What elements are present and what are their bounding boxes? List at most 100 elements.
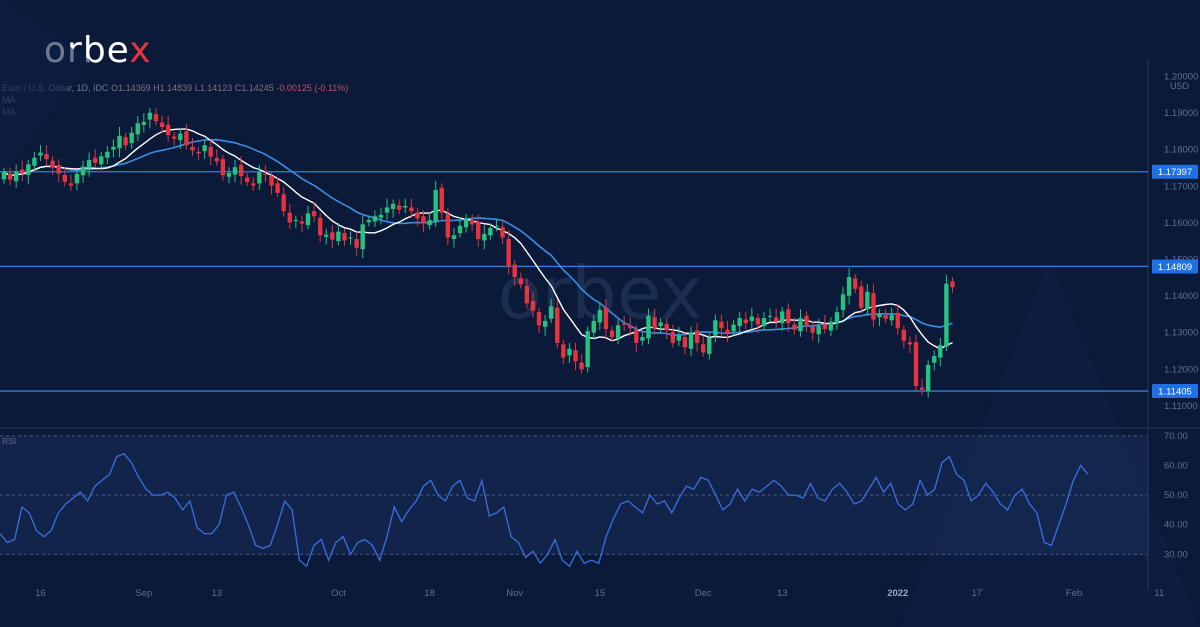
candle-body (932, 356, 937, 363)
price-tick-label: 1.19000 (1164, 108, 1198, 119)
candle-body (214, 158, 219, 162)
candle-body (141, 121, 147, 125)
x-tick-label: 2022 (887, 588, 908, 599)
candle-body (859, 286, 864, 308)
candle-body (178, 133, 183, 141)
candle-body (907, 342, 913, 345)
rsi-label: RSI (2, 436, 16, 446)
candle-body (159, 122, 165, 127)
legend-close-label: C (234, 83, 242, 93)
candle-body (439, 187, 444, 213)
candle-body (397, 205, 402, 210)
candle-body (737, 318, 742, 327)
candle-body (311, 211, 317, 217)
candle-body (86, 159, 92, 168)
legend-open-label: O (111, 83, 119, 93)
candle-body (938, 345, 943, 358)
candle-body (816, 326, 821, 335)
candle-body (713, 320, 718, 336)
candle-body (895, 312, 900, 329)
candle-body (524, 285, 530, 304)
candle-body (494, 225, 499, 227)
candle-body (877, 313, 882, 318)
candle-body (13, 171, 19, 182)
candle-body (378, 214, 384, 218)
candle-body (883, 315, 888, 319)
x-tick-label: Feb (1066, 588, 1082, 599)
candle-body (871, 293, 876, 320)
candle-body (147, 112, 153, 120)
price-tick-label: 1.20000 (1164, 71, 1198, 82)
candle-body (68, 183, 74, 186)
price-tick-label: 1.17000 (1164, 181, 1198, 192)
candle-body (652, 317, 657, 329)
candle-body (74, 173, 80, 184)
candle-body (670, 331, 675, 343)
candle-body (749, 316, 755, 321)
candle-body (32, 157, 37, 166)
candle-body (111, 146, 116, 150)
level-tag (1152, 384, 1198, 399)
candle-body (1, 171, 7, 180)
candle-body (269, 176, 274, 186)
candle-body (348, 237, 353, 239)
candle-body (585, 331, 590, 368)
x-tick-label: 13 (777, 588, 788, 599)
candle-body (299, 221, 305, 224)
legend-high-label: H (153, 83, 160, 93)
price-tick-label: 1.12000 (1164, 364, 1198, 375)
candle-body (901, 329, 907, 341)
candle-body (719, 321, 724, 329)
candle-body (676, 335, 682, 341)
candle-body (573, 350, 578, 362)
candle-body (810, 326, 815, 333)
x-tick-label: 18 (424, 588, 435, 599)
candle-body (889, 315, 894, 321)
candle-body (129, 132, 134, 144)
candle-body (913, 342, 919, 387)
candle-body (263, 173, 268, 175)
candle-body (390, 203, 396, 209)
rsi-line (0, 452, 1089, 568)
candle-body (786, 309, 791, 324)
candle-body (172, 136, 177, 139)
candle-body (7, 173, 13, 180)
candle-body (366, 219, 371, 223)
candle-body (530, 301, 536, 311)
candle-body (220, 159, 226, 176)
candle-body (621, 323, 627, 325)
candle-body (208, 146, 213, 157)
x-tick-label: Oct (331, 588, 346, 599)
level-tag-label: 1.17397 (1158, 167, 1192, 178)
candle-body (773, 317, 779, 322)
candle-body (99, 156, 104, 165)
candle-body (384, 207, 390, 213)
candle-body (20, 169, 25, 174)
candle-body (421, 216, 426, 224)
candle-body (780, 311, 785, 324)
level-tag-label: 1.11405 (1158, 387, 1192, 398)
candle-body (305, 213, 311, 226)
candle-body (761, 318, 767, 327)
logo-accent: x (129, 30, 152, 71)
x-tick-label: 13 (212, 588, 223, 599)
candle-body (634, 329, 639, 343)
legend-high: 1.14839 (159, 83, 193, 93)
candle-body (944, 283, 949, 347)
candle-body (238, 165, 244, 177)
candle-body (798, 318, 803, 332)
candle-body (615, 325, 621, 339)
candle-body (342, 233, 347, 241)
candle-body (117, 135, 122, 149)
candle-body (828, 321, 834, 331)
candle-body (427, 219, 432, 226)
candle-body (403, 206, 408, 208)
candle-body (804, 315, 809, 326)
candles (1, 108, 955, 398)
candle-body (682, 337, 688, 348)
candle-body (500, 227, 505, 238)
x-tick-label: 11 (1154, 588, 1164, 599)
rsi-tick-label: 40.00 (1164, 520, 1188, 531)
candle-body (628, 326, 633, 329)
